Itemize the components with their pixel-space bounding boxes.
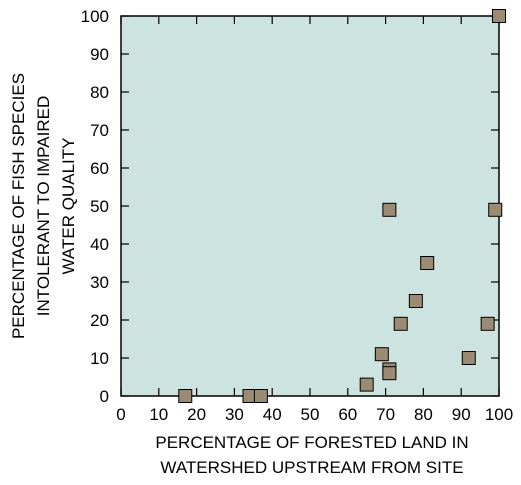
data-point — [382, 202, 397, 217]
y-axis-title: PERCENTAGE OF FISH SPECIES — [9, 73, 28, 339]
x-tick-label: 10 — [149, 405, 168, 424]
data-point — [480, 316, 495, 331]
y-tick-label: 20 — [90, 311, 109, 330]
x-axis-title: WATERSHED UPSTREAM FROM SITE — [160, 458, 463, 477]
x-tick-label: 30 — [225, 405, 244, 424]
y-tick-label: 10 — [90, 349, 109, 368]
y-tick-label: 100 — [81, 7, 109, 26]
y-tick-label: 60 — [90, 159, 109, 178]
data-point — [382, 366, 397, 381]
data-point — [374, 347, 389, 362]
data-point — [253, 389, 268, 403]
y-tick-label: 30 — [90, 273, 109, 292]
y-axis-title: INTOLERANT TO IMPAIRED — [34, 96, 53, 316]
x-axis-title: PERCENTAGE OF FORESTED LAND IN — [155, 433, 468, 452]
x-tick-label: 90 — [452, 405, 471, 424]
y-tick-label: 40 — [90, 235, 109, 254]
data-point — [461, 351, 476, 365]
x-tick-label: 50 — [301, 405, 320, 424]
x-tick-label: 80 — [414, 405, 433, 424]
x-tick-label: 0 — [116, 405, 125, 424]
data-point — [393, 316, 408, 331]
x-tick-label: 70 — [376, 405, 395, 424]
data-point — [408, 294, 423, 308]
y-tick-label: 50 — [90, 197, 109, 216]
data-point — [488, 202, 503, 217]
x-tick-label: 60 — [338, 405, 357, 424]
y-tick-label: 70 — [90, 121, 109, 140]
x-tick-label: 100 — [485, 405, 513, 424]
x-tick-label: 20 — [187, 405, 206, 424]
plot-area — [120, 15, 500, 397]
y-tick-label: 0 — [100, 387, 109, 406]
data-point — [492, 9, 506, 23]
data-point — [359, 377, 374, 392]
y-tick-label: 90 — [90, 45, 109, 64]
x-tick-label: 40 — [263, 405, 282, 424]
data-point — [178, 389, 193, 403]
y-tick-label: 80 — [90, 83, 109, 102]
data-point — [420, 256, 435, 270]
y-axis-title: WATER QUALITY — [59, 138, 78, 275]
